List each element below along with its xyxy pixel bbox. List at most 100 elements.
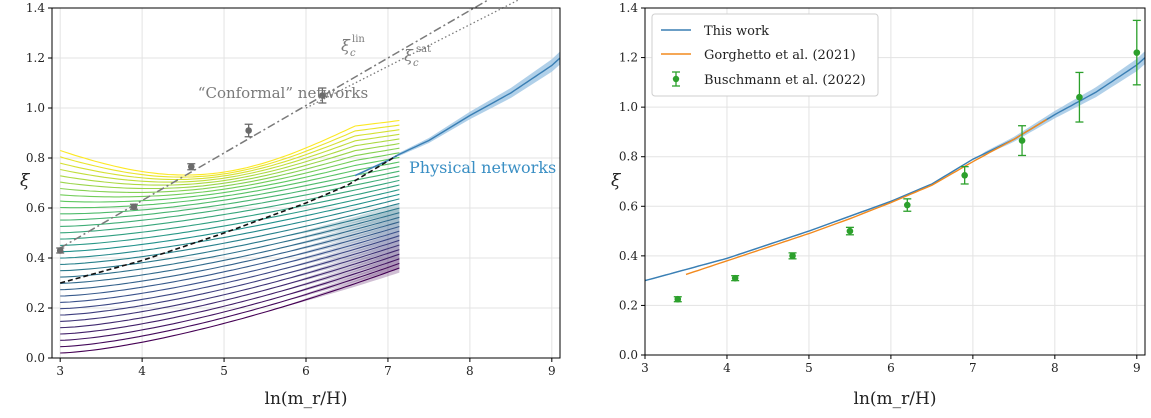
network-curve: [60, 258, 400, 341]
legend: This work Gorghetto et al. (2021) Buschm…: [651, 13, 879, 97]
network-curve: [60, 142, 400, 190]
black-dashed-curve: [59, 155, 397, 284]
network-curve: [60, 262, 400, 348]
network-curve: [60, 166, 400, 215]
buschmann-point: [961, 172, 968, 179]
network-curve: [60, 244, 400, 322]
network-curve: [60, 230, 400, 303]
network-curve: [60, 184, 400, 240]
x-tick-label: 7: [384, 364, 392, 378]
right-plot-frame: [644, 7, 1146, 356]
left-reference-lines: [59, 0, 561, 284]
network-curve: [60, 267, 400, 354]
y-tick-label: 0.2: [619, 298, 638, 312]
x-tick-label: 5: [805, 361, 813, 375]
legend-label-buschmann: Buschmann et al. (2022): [704, 73, 866, 88]
network-curve: [60, 138, 400, 186]
network-curve: [60, 156, 400, 203]
x-tick-label: 4: [138, 364, 146, 378]
y-tick-label: 0.8: [26, 151, 45, 165]
xi-sat-symbol: ξ: [404, 46, 414, 65]
xi-lin-symbol: ξ: [341, 36, 351, 55]
network-curve: [60, 239, 400, 316]
left-x-ticks: 3 4 5 6 7 8 9: [56, 358, 556, 378]
y-tick-label: 1.4: [26, 1, 45, 15]
x-tick-label: 8: [1051, 361, 1059, 375]
series-this-work: [644, 57, 1146, 282]
right-x-axis-label: ln(m_r/H): [854, 389, 937, 409]
network-curve: [60, 216, 400, 284]
network-curve: [60, 189, 400, 246]
x-tick-label: 3: [56, 364, 64, 378]
network-curve: [60, 225, 400, 297]
network-curve: [60, 152, 400, 198]
x-tick-label: 5: [220, 364, 228, 378]
buschmann-point: [1076, 93, 1083, 101]
buschmann-point: [1018, 137, 1026, 144]
annotation-xi-lin: ξ c lin: [341, 34, 365, 59]
y-tick-label: 0.8: [619, 150, 638, 164]
conformal-point: [56, 247, 64, 254]
network-curve: [60, 170, 400, 221]
x-tick-label: 3: [641, 361, 649, 375]
annotation-physical: Physical networks: [409, 158, 556, 177]
buschmann-point: [731, 274, 739, 282]
network-curve: [60, 133, 400, 183]
network-curve: [60, 207, 400, 272]
network-curve: [60, 198, 400, 259]
left-y-ticks: 0.0 0.2 0.4 0.6 0.8 1.0 1.2 1.4: [26, 1, 52, 365]
left-conformal-points: [56, 87, 327, 254]
buschmann-point: [674, 295, 682, 303]
x-tick-label: 7: [969, 361, 977, 375]
conformal-point: [187, 163, 195, 171]
x-tick-label: 6: [302, 364, 310, 378]
network-curve: [60, 179, 400, 234]
y-tick-label: 0.2: [26, 301, 45, 315]
buschmann-point: [846, 227, 854, 235]
right-y-axis-label: ξ: [611, 171, 622, 191]
left-network-family: [60, 119, 400, 354]
buschmann-point: [789, 252, 796, 260]
buschmann-point: [1133, 49, 1141, 56]
legend-label-this-work: This work: [704, 24, 769, 39]
network-curve: [60, 235, 400, 310]
y-tick-label: 0.6: [619, 199, 638, 213]
conformal-point: [245, 127, 252, 134]
y-tick-label: 0.4: [26, 251, 45, 265]
network-curve: [60, 129, 400, 181]
x-tick-label: 9: [548, 364, 556, 378]
y-tick-label: 0.4: [619, 249, 638, 263]
buschmann-point: [903, 201, 911, 209]
xi-lin-subscript: c: [350, 48, 356, 59]
right-panel: 3 4 5 6 7 8 9 0.0 0.2 0.4 0.6 0.8 1.0 1.2 1.4 This wo…: [611, 1, 1146, 409]
y-tick-label: 0.0: [26, 351, 45, 365]
y-tick-label: 0.0: [619, 348, 638, 362]
network-curve: [60, 119, 400, 176]
conformal-point: [319, 92, 326, 99]
y-tick-label: 1.2: [619, 51, 638, 65]
network-curve: [60, 161, 400, 209]
conformal-point: [130, 203, 138, 211]
network-curve: [60, 253, 400, 335]
network-curve: [60, 147, 400, 193]
series-gorghetto: [685, 118, 1047, 276]
annotation-xi-sat: ξ c sat: [404, 44, 431, 69]
y-tick-label: 1.0: [619, 100, 638, 114]
legend-marker-buschmann: [672, 71, 680, 87]
xi-sat-subscript: c: [413, 58, 419, 69]
legend-label-gorghetto: Gorghetto et al. (2021): [704, 48, 856, 63]
y-tick-label: 1.2: [26, 51, 45, 65]
network-curve: [60, 124, 400, 178]
annotation-conformal: “Conformal” networks: [198, 84, 368, 102]
x-tick-label: 9: [1133, 361, 1141, 375]
network-curve: [60, 202, 400, 265]
network-curve: [60, 249, 400, 329]
xi-lin-line: [59, 0, 490, 249]
network-curve: [60, 212, 400, 278]
xi-lin-superscript: lin: [352, 34, 365, 45]
y-tick-label: 1.4: [619, 1, 638, 15]
right-y-ticks: 0.0 0.2 0.4 0.6 0.8 1.0 1.2 1.4: [619, 1, 645, 362]
y-tick-label: 1.0: [26, 101, 45, 115]
legend-box: [651, 13, 879, 97]
